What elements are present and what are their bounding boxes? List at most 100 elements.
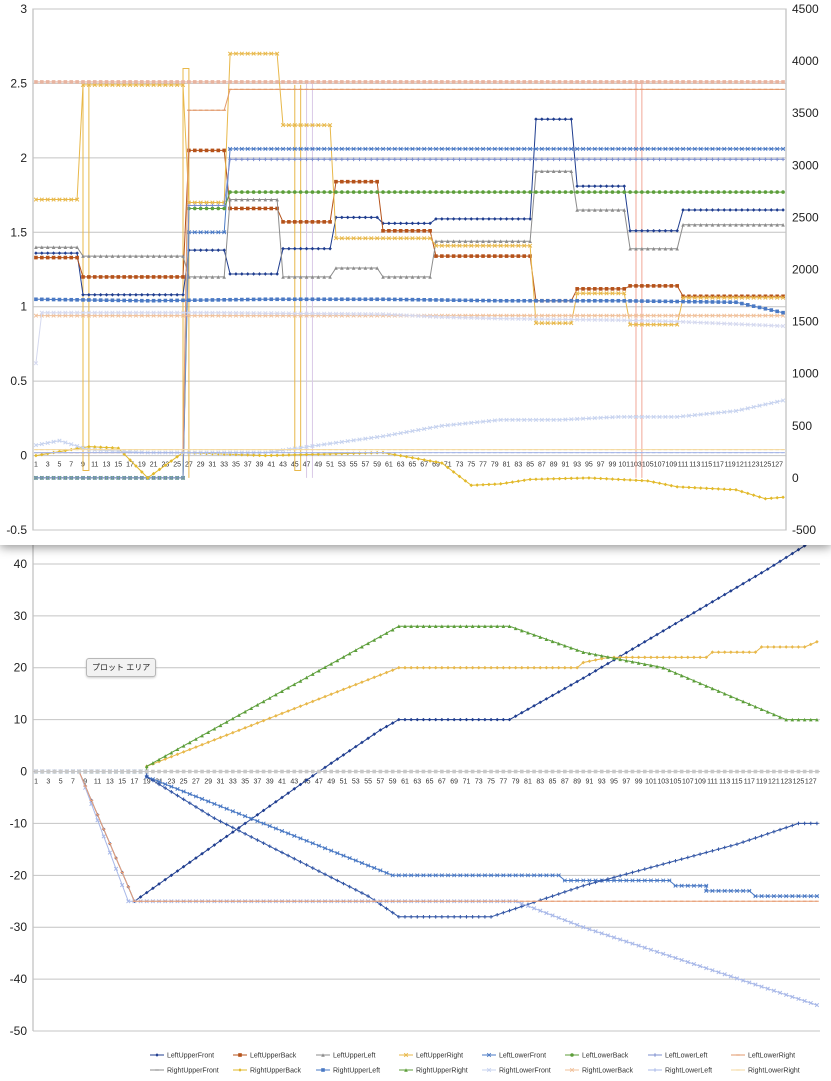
data-point (310, 672, 315, 676)
data-point (445, 146, 450, 152)
data-point (445, 423, 450, 428)
data-point (516, 217, 521, 221)
data-point (598, 80, 603, 84)
data-point (257, 157, 262, 162)
data-point (122, 80, 126, 84)
data-point (274, 311, 280, 316)
data-point (287, 246, 291, 251)
data-point (45, 297, 50, 302)
data-point (204, 310, 209, 315)
data-point (81, 293, 85, 297)
data-point (486, 243, 492, 248)
x-tick-label: 79 (512, 779, 520, 786)
data-point (513, 906, 518, 911)
data-point (470, 717, 475, 722)
data-point (593, 190, 597, 194)
data-point (63, 310, 68, 315)
data-point (409, 717, 413, 722)
data-point (298, 80, 303, 84)
data-point (51, 255, 56, 260)
data-point (663, 313, 668, 318)
x-tick-label: 53 (352, 779, 360, 786)
data-point (769, 400, 774, 406)
data-point (257, 206, 262, 211)
data-point (722, 294, 727, 299)
data-point (741, 650, 745, 654)
data-point (234, 297, 238, 302)
data-point (616, 184, 621, 188)
legend-item: LeftLowerBack (565, 1053, 629, 1060)
data-point (598, 291, 603, 296)
data-point (575, 476, 579, 480)
data-point (310, 774, 315, 778)
data-point (587, 882, 592, 886)
data-point (63, 476, 68, 480)
data-point (704, 655, 709, 660)
data-point (504, 239, 509, 244)
data-point (753, 836, 758, 840)
data-point (604, 415, 609, 420)
data-point (375, 215, 379, 220)
data-point (416, 457, 421, 461)
data-point (274, 799, 278, 804)
data-point (257, 297, 262, 302)
x-tick-label: 101 (645, 779, 657, 786)
data-point (655, 632, 659, 637)
series-6 (34, 770, 819, 902)
data-point (286, 311, 292, 316)
x-tick-label: 13 (106, 779, 114, 786)
chart-top: 3 2.5 2 1.5 1 0.5 0 -0.5 4500 4000 3500 3000 2500 200… (0, 0, 831, 545)
data-point (759, 893, 764, 899)
data-point (119, 882, 125, 888)
data-point (648, 947, 654, 952)
data-point (604, 298, 609, 303)
data-point (57, 438, 62, 443)
data-point (156, 779, 162, 784)
data-point (234, 157, 238, 162)
data-point (410, 228, 415, 233)
data-point (169, 750, 174, 755)
data-point (784, 717, 788, 722)
data-point (498, 190, 503, 194)
data-point (187, 860, 192, 865)
data-point (339, 146, 344, 152)
data-point (434, 157, 438, 162)
data-point (416, 146, 421, 152)
data-point (655, 664, 659, 669)
data-point (34, 476, 38, 480)
data-point (345, 179, 350, 184)
data-point (510, 313, 515, 318)
x-tick-label: 1 (34, 462, 38, 469)
data-point (239, 51, 244, 56)
data-point (339, 236, 345, 241)
data-point (398, 146, 403, 152)
data-point (422, 236, 427, 241)
legend-item: RightUpperLeft (316, 1068, 380, 1075)
data-point (237, 825, 241, 830)
data-point (516, 313, 521, 318)
data-point (569, 317, 574, 322)
data-point (353, 744, 358, 749)
data-point (457, 157, 462, 162)
data-point (113, 866, 119, 871)
data-point (464, 915, 469, 919)
data-point (704, 850, 709, 855)
data-point (292, 311, 297, 316)
data-point (427, 915, 432, 919)
x-tick-label: 39 (266, 779, 274, 786)
data-point (458, 769, 463, 774)
data-point (433, 717, 438, 722)
data-point (415, 665, 420, 670)
data-point (228, 80, 232, 84)
data-point (286, 709, 290, 713)
data-point (353, 888, 358, 892)
data-point (451, 239, 456, 244)
data-point (275, 190, 279, 194)
legend-swatch-marker (569, 1067, 575, 1073)
data-point (645, 190, 650, 194)
data-point (704, 603, 709, 608)
data-point (422, 314, 427, 319)
data-point (310, 190, 315, 194)
x-tick-label: 61 (385, 462, 393, 469)
data-point (504, 80, 509, 84)
